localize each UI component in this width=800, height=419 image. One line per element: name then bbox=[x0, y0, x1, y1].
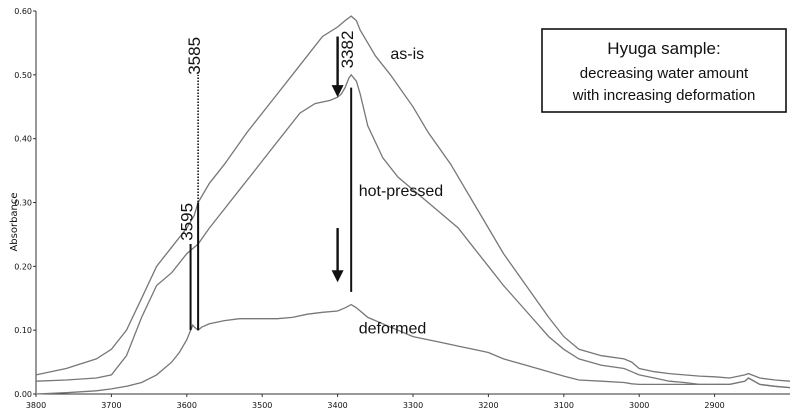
x-tick-label: 3500 bbox=[252, 401, 272, 410]
series-line-deformed bbox=[35, 303, 791, 395]
legend-frame bbox=[541, 28, 787, 113]
arrow-head-1 bbox=[331, 85, 344, 98]
y-tick-label: 0.20 bbox=[14, 262, 32, 271]
series-line-as-is bbox=[35, 15, 791, 382]
series-label-as-is: as-is bbox=[390, 46, 424, 63]
series-group bbox=[35, 15, 791, 395]
arrow-head-2 bbox=[331, 270, 344, 283]
x-tick-label: 3100 bbox=[554, 401, 574, 410]
peak-label-3585: 3585 bbox=[185, 37, 204, 75]
series-label-deformed: deformed bbox=[359, 320, 427, 337]
x-tick-label: 3600 bbox=[177, 401, 197, 410]
legend-line-1: decreasing water amount bbox=[580, 65, 749, 82]
x-tick-label: 3000 bbox=[629, 401, 649, 410]
series-label-hot-pressed: hot-pressed bbox=[359, 183, 444, 200]
series-line-hot-pressed bbox=[35, 73, 791, 389]
legend-line-2: with increasing deformation bbox=[572, 87, 756, 104]
x-tick-label: 3300 bbox=[403, 401, 423, 410]
peak-label-3595: 3595 bbox=[178, 203, 197, 241]
annotation-group: as-is hot-pressed deformed 3585 3595 3382 bbox=[178, 31, 444, 338]
x-tick-label: 3800 bbox=[26, 401, 46, 410]
x-tick-label: 3200 bbox=[478, 401, 498, 410]
x-tick-label: 3700 bbox=[101, 401, 121, 410]
y-tick-label: 0.60 bbox=[14, 7, 32, 16]
legend-box: Hyuga sample: decreasing water amount wi… bbox=[541, 28, 787, 113]
legend-title: Hyuga sample: bbox=[607, 39, 720, 58]
y-axis-title: Absorbance bbox=[9, 192, 20, 251]
y-tick-label: 0.30 bbox=[14, 199, 32, 208]
x-tick-label: 3400 bbox=[327, 401, 347, 410]
chart-axes: 0.00 0.10 0.20 0.30 0.40 0.50 0.60 3800 3700 3600… bbox=[14, 7, 790, 410]
x-tick-label: 2900 bbox=[704, 401, 724, 410]
peak-label-3382: 3382 bbox=[338, 31, 357, 69]
y-tick-label: 0.50 bbox=[14, 71, 32, 80]
y-tick-label: 0.40 bbox=[14, 135, 32, 144]
y-tick-label: 0.10 bbox=[14, 326, 32, 335]
y-tick-label: 0.00 bbox=[14, 390, 32, 399]
